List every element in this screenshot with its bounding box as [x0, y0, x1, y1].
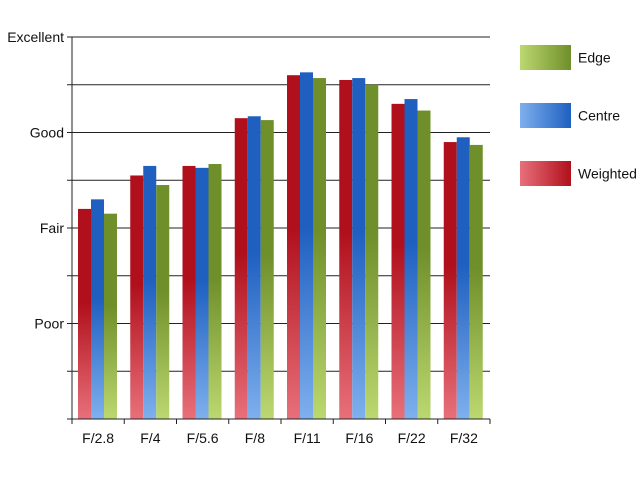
legend-swatch-weighted	[520, 161, 571, 186]
legend: Edge Centre Weighted	[520, 45, 637, 186]
y-tick-labels: Poor Fair Good Excellent	[7, 29, 64, 332]
y-tick-label: Good	[30, 125, 64, 141]
legend-swatch-centre	[520, 103, 571, 128]
bar-edge-F4	[156, 185, 170, 419]
bar-weighted-F32	[443, 142, 457, 420]
legend-label-weighted: Weighted	[578, 166, 637, 182]
bar-centre-F56	[195, 167, 209, 419]
x-tick-label: F/8	[245, 430, 265, 446]
legend-label-centre: Centre	[578, 108, 620, 124]
bar-edge-F28	[104, 213, 117, 419]
axes	[67, 36, 491, 424]
x-tick-label: F/16	[345, 430, 373, 446]
bar-weighted-F16	[339, 79, 353, 419]
bar-weighted-F8	[234, 118, 248, 420]
y-tick-label: Excellent	[7, 29, 64, 45]
y-tick-label: Poor	[34, 316, 64, 332]
bars	[78, 72, 483, 420]
bar-centre-F8	[247, 116, 261, 419]
x-tick-label: F/4	[140, 430, 160, 446]
y-tick-label: Fair	[40, 220, 64, 236]
bar-centre-F11	[300, 72, 313, 420]
x-tick-label: F/11	[294, 430, 321, 446]
bar-weighted-F28	[78, 208, 91, 419]
bar-edge-F16	[365, 84, 379, 419]
bar-weighted-F11	[287, 75, 300, 419]
bar-centre-F4	[143, 165, 157, 419]
bar-centre-F22	[404, 99, 418, 419]
bar-centre-F28	[91, 199, 104, 419]
x-tick-label: F/2.8	[82, 430, 114, 446]
x-tick-labels: F/2.8 F/4 F/5.6 F/8 F/11 F/16 F/22 F/32	[82, 430, 478, 446]
x-tick-label: F/32	[450, 430, 478, 446]
bar-edge-F32	[469, 144, 483, 420]
bar-centre-F16	[352, 78, 366, 419]
bar-weighted-F4	[130, 175, 144, 419]
bar-weighted-F56	[182, 165, 196, 419]
x-tick-label: F/5.6	[187, 430, 219, 446]
bar-edge-F56	[208, 164, 222, 419]
bar-edge-F8	[260, 120, 274, 420]
legend-label-edge: Edge	[578, 50, 611, 66]
legend-swatch-edge	[520, 45, 571, 70]
bar-weighted-F22	[391, 103, 405, 419]
bar-centre-F32	[456, 137, 470, 419]
bar-edge-F22	[417, 110, 431, 419]
x-tick-label: F/22	[398, 430, 426, 446]
bar-edge-F11	[313, 78, 326, 419]
